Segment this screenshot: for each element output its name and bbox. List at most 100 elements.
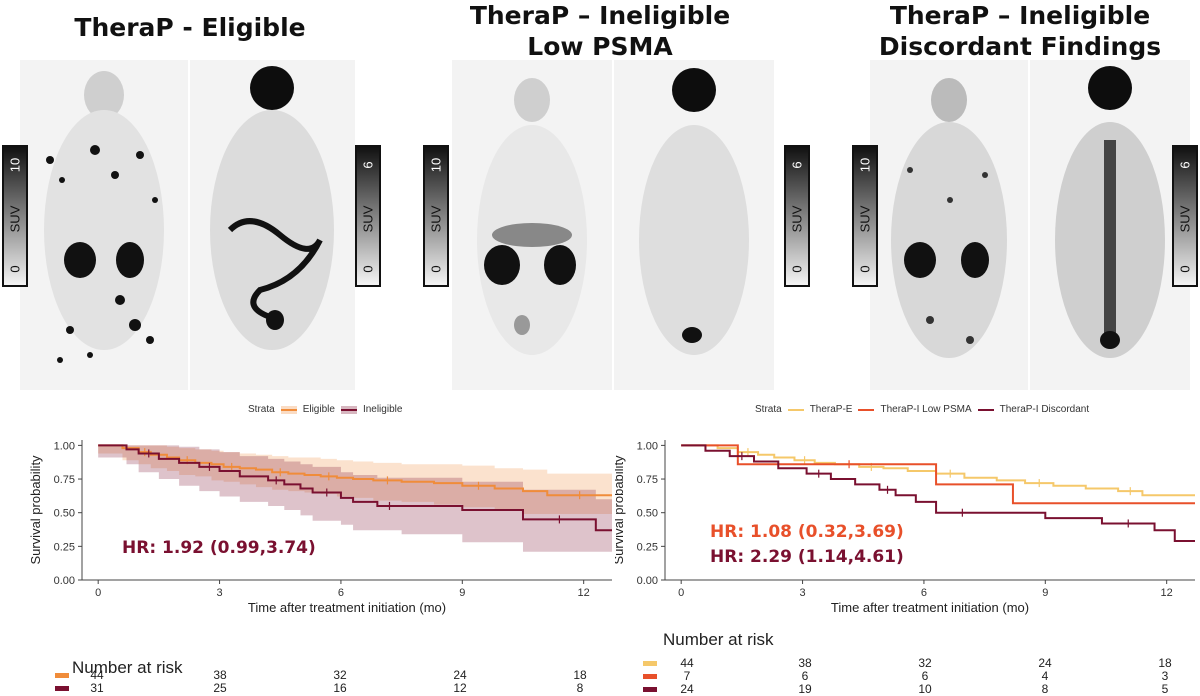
scale-high: 10 bbox=[428, 157, 444, 173]
x-tick-label: 3 bbox=[799, 587, 805, 599]
hr-annotation: HR: 2.29 (1.14,4.61) bbox=[710, 547, 904, 567]
y-tick-label: 0.25 bbox=[54, 541, 75, 553]
risk-cell: 44 bbox=[90, 668, 104, 682]
risk-cell: 44 bbox=[680, 656, 694, 670]
suv-scale-4: 6 SUV 0 bbox=[784, 145, 810, 287]
x-tick-label: 6 bbox=[338, 587, 344, 599]
suv-scale-5: 10 SUV 0 bbox=[852, 145, 878, 287]
risk-row-swatch bbox=[643, 687, 657, 692]
hr-annotation: HR: 1.08 (0.32,3.69) bbox=[710, 522, 904, 542]
pet-mip-lowpsma-b bbox=[614, 60, 774, 390]
risk-cell: 38 bbox=[213, 668, 227, 682]
x-tick-label: 0 bbox=[95, 587, 101, 599]
risk-cell: 8 bbox=[576, 681, 584, 695]
y-axis-title: Survival probability bbox=[615, 455, 626, 565]
risk-cell: 32 bbox=[918, 656, 932, 670]
pet-mip-eligible-a bbox=[20, 60, 188, 390]
legend-swatch bbox=[787, 406, 804, 414]
survival-line-0 bbox=[98, 444, 612, 497]
survival-line-0 bbox=[681, 444, 1195, 497]
y-axis-title: Survival probability bbox=[28, 455, 43, 565]
km-chart-left: 0.00 0.25 0.50 0.75 1.00 0 3 6 9 12 Time after tre… bbox=[28, 440, 612, 615]
risk-cell: 8 bbox=[1041, 682, 1049, 696]
risk-cell: 24 bbox=[680, 682, 694, 696]
risk-cell: 7 bbox=[683, 669, 691, 683]
y-tick-label: 1.00 bbox=[54, 440, 75, 452]
risk-table-title-left: Number at risk bbox=[72, 658, 183, 677]
x-axis-title: Time after treatment initiation (mo) bbox=[248, 600, 446, 615]
scale-label: SUV bbox=[7, 205, 23, 233]
x-tick-label: 0 bbox=[678, 587, 684, 599]
scale-low: 0 bbox=[1177, 265, 1193, 273]
risk-row-swatch bbox=[643, 674, 657, 679]
km-chart-right: 0.00 0.25 0.50 0.75 1.00 0 3 6 9 12 Time after tre… bbox=[615, 440, 1195, 615]
scale-low: 0 bbox=[789, 265, 805, 273]
legend-label: TheraP-E bbox=[809, 404, 853, 415]
x-axis-title: Time after treatment initiation (mo) bbox=[831, 600, 1029, 615]
scale-label: SUV bbox=[789, 205, 805, 233]
title-line: Discordant Findings bbox=[878, 32, 1162, 61]
y-tick-label: 0.50 bbox=[54, 508, 75, 520]
scale-high: 10 bbox=[7, 157, 23, 173]
risk-cell: 6 bbox=[921, 669, 929, 683]
risk-cell: 38 bbox=[798, 656, 812, 670]
risk-cell: 24 bbox=[1038, 656, 1052, 670]
risk-cell: 18 bbox=[1158, 656, 1172, 670]
legend-swatch bbox=[858, 406, 875, 414]
legend-swatch bbox=[977, 406, 994, 414]
ci-band-1 bbox=[98, 445, 612, 552]
scale-low: 0 bbox=[857, 265, 873, 273]
scale-high: 6 bbox=[1177, 161, 1193, 169]
scale-high: 6 bbox=[360, 161, 376, 169]
suv-scale-2: 6 SUV 0 bbox=[355, 145, 381, 287]
scale-label: SUV bbox=[428, 205, 444, 233]
x-tick-label: 9 bbox=[459, 587, 465, 599]
risk-cell: 10 bbox=[918, 682, 932, 696]
survival-line-1 bbox=[98, 444, 612, 532]
y-tick-label: 0.75 bbox=[54, 474, 75, 486]
x-tick-label: 12 bbox=[578, 587, 590, 599]
scale-low: 0 bbox=[428, 265, 444, 273]
risk-row-swatch bbox=[643, 661, 657, 666]
scale-label: SUV bbox=[1177, 205, 1193, 233]
legend-label: Ineligible bbox=[362, 404, 403, 415]
pet-mip-discordant-b bbox=[1030, 60, 1190, 390]
suv-scale-3: 10 SUV 0 bbox=[423, 145, 449, 287]
scale-low: 0 bbox=[7, 265, 23, 273]
scale-label: SUV bbox=[360, 205, 376, 233]
y-tick-label: 1.00 bbox=[637, 440, 658, 452]
risk-cell: 6 bbox=[801, 669, 809, 683]
scale-low: 0 bbox=[360, 265, 376, 273]
hr-annotation: HR: 1.92 (0.99,3.74) bbox=[122, 538, 316, 558]
legend-label: TheraP-I Low PSMA bbox=[880, 404, 972, 415]
risk-cell: 24 bbox=[453, 668, 467, 682]
pet-mip-lowpsma-a bbox=[452, 60, 612, 390]
legend-right: Strata TheraP-E TheraP-I Low PSMA TheraP… bbox=[755, 404, 1089, 415]
pet-mip-eligible-b bbox=[190, 60, 355, 390]
legend-swatch bbox=[340, 405, 357, 414]
y-tick-label: 0.75 bbox=[637, 474, 658, 486]
legend-title: Strata bbox=[248, 404, 275, 415]
title-line: TheraP – Ineligible bbox=[469, 1, 731, 30]
risk-cell: 12 bbox=[453, 681, 467, 695]
legend-label: TheraP-I Discordant bbox=[999, 404, 1090, 415]
y-tick-label: 0.50 bbox=[637, 508, 658, 520]
risk-cell: 25 bbox=[213, 681, 227, 695]
panel-title-low-psma: TheraP – Ineligible Low PSMA bbox=[430, 0, 770, 62]
suv-scale-6: 6 SUV 0 bbox=[1172, 145, 1198, 287]
survival-line-2 bbox=[681, 444, 1195, 542]
x-tick-label: 6 bbox=[921, 587, 927, 599]
pet-mip-discordant-a bbox=[870, 60, 1028, 390]
scale-high: 6 bbox=[789, 161, 805, 169]
risk-cell: 5 bbox=[1161, 682, 1169, 696]
legend-title: Strata bbox=[755, 404, 782, 415]
risk-cell: 3 bbox=[1161, 669, 1169, 683]
legend-left: Strata Eligible Ineligible bbox=[248, 404, 402, 415]
y-tick-label: 0.00 bbox=[54, 575, 75, 587]
risk-cell: 32 bbox=[333, 668, 347, 682]
panel-title-discordant: TheraP – Ineligible Discordant Findings bbox=[850, 0, 1190, 62]
title-line: Low PSMA bbox=[527, 32, 673, 61]
risk-cell: 19 bbox=[798, 682, 812, 696]
survival-line-1 bbox=[681, 444, 1195, 505]
risk-row-swatch bbox=[55, 686, 69, 691]
